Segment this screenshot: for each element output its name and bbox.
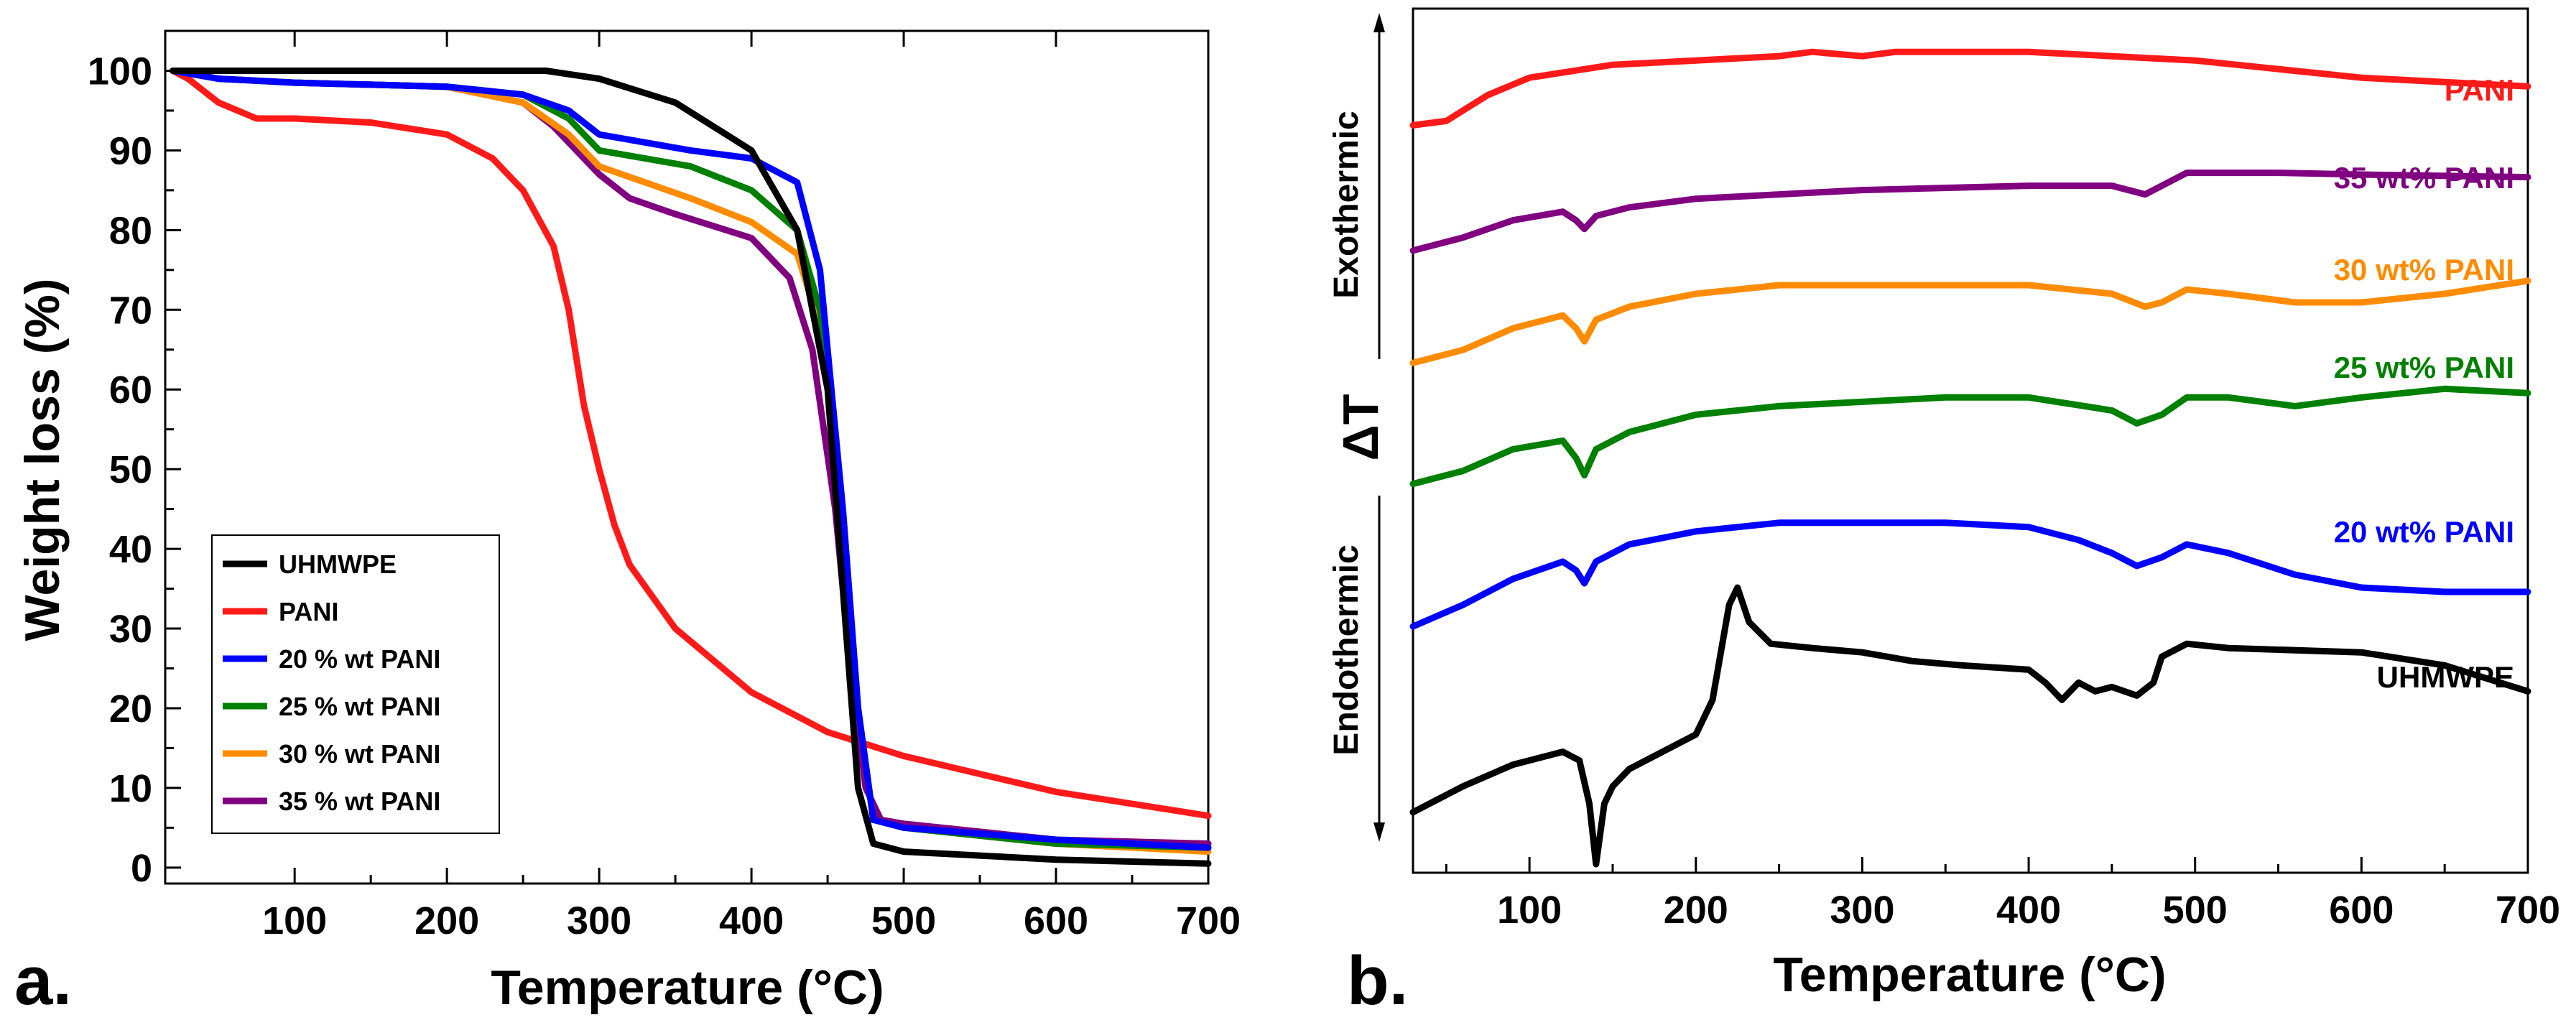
delta-t-label: ΔT (1333, 394, 1389, 460)
panel-b-x-tick-label: 300 (1830, 889, 1894, 932)
panel-b-series-25-wt-pani (1409, 385, 2531, 488)
panel-a-series-uhmwpe (170, 68, 1212, 867)
legend-label-uhmwpe: UHMWPE (279, 550, 397, 579)
panel-a-legend: UHMWPE PANI 20 % wt PANI 25 % wt PANI 30 % w… (211, 534, 500, 834)
panel-b-x-tick-label: 700 (2496, 889, 2560, 932)
panel-a-x-tick-label: 300 (567, 899, 631, 942)
panel-a-series (170, 68, 1212, 867)
panel-b-series: PANI 35 wt% PANI 30 wt% PANI 25 wt% PANI 20 … (1409, 48, 2531, 868)
panel-a-x-tick-label: 200 (414, 899, 479, 942)
panel-a-y-tick-label: 40 (109, 528, 152, 571)
panel-b-direction-indicator: Exothermic ΔT Endothermic (1328, 13, 1389, 842)
panel-a-plot-frame (164, 29, 1210, 885)
panel-b-x-tick-label: 200 (1664, 889, 1728, 932)
panel-a-y-tick-label: 10 (109, 767, 152, 810)
panel-b-plot-frame (1412, 7, 2529, 874)
panel-a-x-tick-label: 500 (871, 899, 936, 942)
panel-b-series-30-wt-pani (1409, 277, 2531, 366)
panel-b-label: b. (1347, 942, 1408, 1019)
panel-b-series-35-wt-pani (1409, 170, 2531, 254)
panel-a-ticks: 100 200 300 400 500 600 700 0 10 20 30 40 50 60 70 80 90… (88, 31, 1241, 942)
legend-label-pani: PANI (279, 597, 338, 626)
legend-label-25-wt-pani: 25 % wt PANI (279, 692, 440, 721)
panel-b-x-tick-label: 400 (1996, 889, 2061, 932)
endothermic-label: Endothermic (1328, 544, 1366, 755)
legend-label-35-wt-pani: 35 % wt PANI (279, 787, 440, 816)
panel-a-y-tick-label: 90 (109, 129, 152, 172)
panel-b-x-axis-title: Temperature (°C) (1773, 947, 2166, 1002)
panel-b-series-label-pani: PANI (2445, 73, 2514, 107)
panel-a-y-tick-label: 70 (109, 289, 152, 332)
panel-a-y-axis-title: Weight loss (%) (15, 279, 70, 641)
exothermic-arrow-head (1373, 13, 1385, 32)
panel-a-tga: 100 200 300 400 500 600 700 0 10 20 30 40 50 60 70 80 90… (14, 29, 1241, 1019)
legend-label-20-wt-pani: 20 % wt PANI (279, 644, 440, 674)
panel-a-y-tick-label: 60 (109, 368, 152, 412)
panel-a-x-axis-title: Temperature (°C) (491, 960, 884, 1015)
panel-a-y-tick-label: 20 (109, 687, 152, 731)
panel-a-x-tick-label: 700 (1176, 899, 1241, 942)
panel-b-series-label-uhmwpe: UHMWPE (2377, 660, 2514, 694)
panel-a-x-tick-label: 100 (262, 899, 327, 942)
panel-a-legend-box (211, 534, 500, 834)
panel-a-y-tick-label: 100 (88, 50, 152, 93)
panel-b-series-label-30-wt-pani: 30 wt% PANI (2334, 253, 2514, 287)
endothermic-arrow-head (1373, 822, 1385, 842)
panel-a-label: a. (14, 942, 72, 1019)
panel-a-series-pani (170, 68, 1212, 820)
panel-b-dsc: 100 200 300 400 500 600 700 PANI 35 wt% PANI 30 … (1328, 7, 2560, 1019)
legend-label-30-wt-pani: 30 % wt PANI (279, 739, 440, 769)
panel-b-ticks: 100 200 300 400 500 600 700 (1445, 857, 2560, 932)
panel-b-series-uhmwpe (1409, 584, 2531, 868)
panel-b-series-label-20-wt-pani: 20 wt% PANI (2334, 515, 2514, 549)
panel-a-x-tick-label: 400 (719, 899, 784, 942)
panel-b-x-tick-label: 500 (2163, 889, 2228, 932)
panel-a-x-tick-label: 600 (1024, 899, 1088, 942)
panel-b-x-tick-label: 600 (2329, 889, 2394, 932)
panel-a-y-tick-label: 0 (131, 847, 152, 890)
panel-b-series-pani (1409, 48, 2531, 129)
panel-b-series-20-wt-pani (1409, 519, 2531, 630)
panel-b-x-tick-label: 100 (1497, 889, 1562, 932)
panel-a-y-tick-label: 30 (109, 608, 152, 651)
exothermic-label: Exothermic (1328, 111, 1366, 298)
panel-a-y-tick-label: 50 (109, 448, 152, 491)
panel-b-series-label-35-wt-pani: 35 wt% PANI (2334, 161, 2514, 195)
panel-a-series-20-wt-pani (170, 68, 1212, 851)
panel-b-series-label-25-wt-pani: 25 wt% PANI (2334, 351, 2514, 384)
panel-a-y-tick-label: 80 (109, 209, 152, 252)
